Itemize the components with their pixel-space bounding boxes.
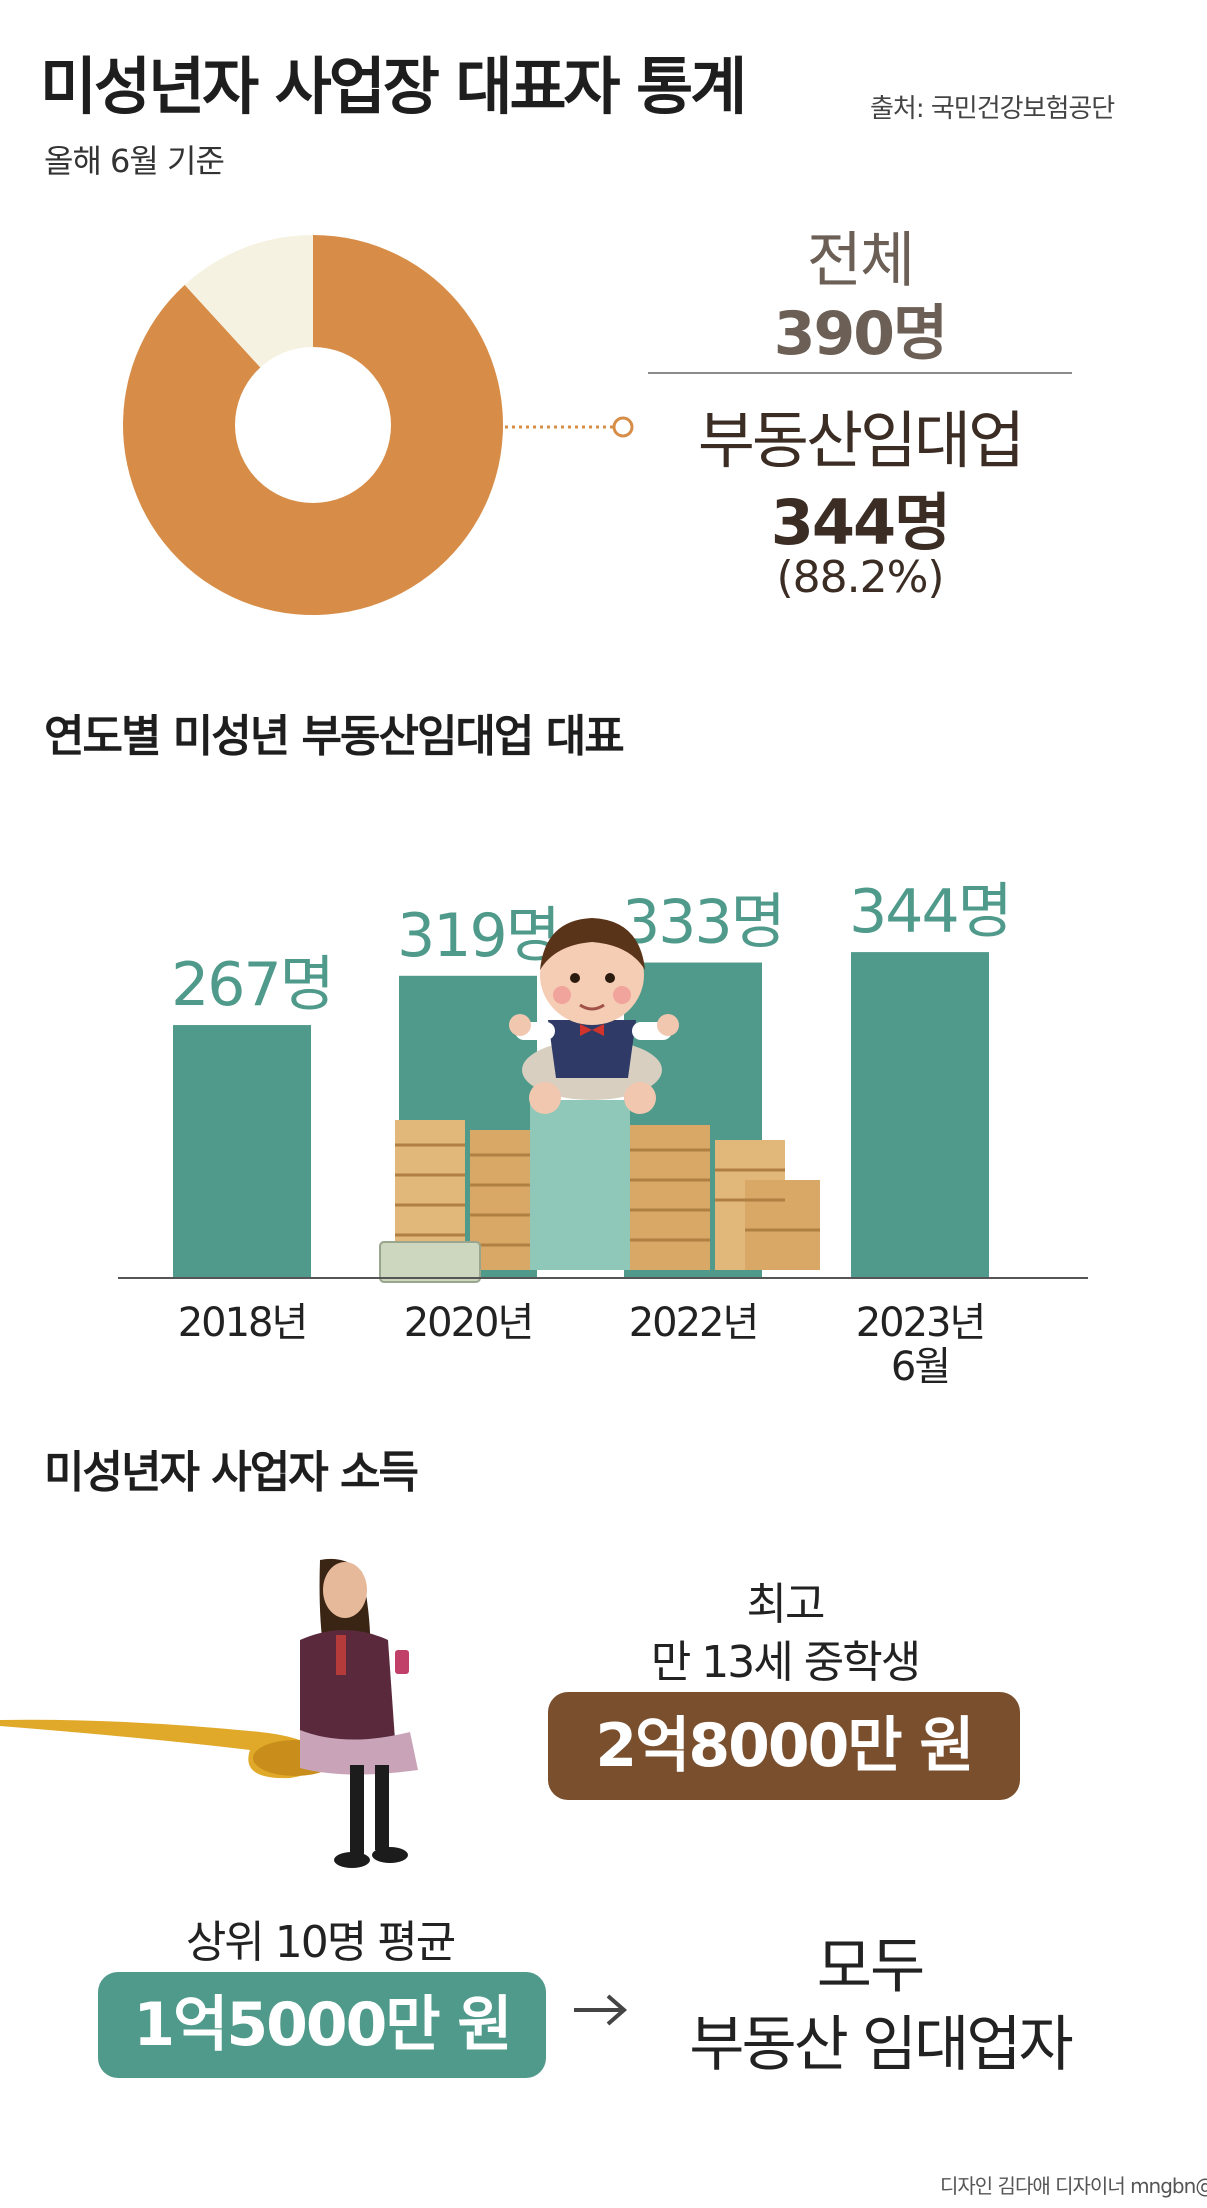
page-title: 미성년자 사업장 대표자 통계: [40, 50, 747, 123]
x-tick-label-0: 2018년: [178, 1300, 307, 1346]
design-credit: 디자인 김다애 디자이너 mngbn@: [940, 2174, 1207, 2198]
total-label: 전체: [806, 226, 915, 296]
bar-data-label-1: 319명: [397, 901, 559, 971]
summary-divider: [648, 372, 1072, 374]
bar-chart: 267명 319명 333명 344명: [118, 877, 1088, 1390]
connector-line: [505, 416, 634, 438]
child-on-money-illustration: [379, 918, 820, 1283]
top10-average-badge: 1억5000만 원: [98, 1972, 546, 2078]
bar-data-label-0: 267명: [171, 950, 333, 1020]
max-income-label: 최고: [746, 1579, 826, 1630]
rental-percent: (88.2%): [776, 552, 944, 603]
x-tick-label-1: 2020년: [404, 1300, 533, 1346]
top10-label: 상위 10명 평균: [185, 1917, 456, 1968]
donut-chart: [123, 235, 504, 615]
x-tick-label-3-line-0: 2023년: [856, 1300, 985, 1346]
bar-3: [851, 952, 989, 1278]
bar-data-label-2: 333명: [622, 888, 784, 958]
girl-on-spoon-illustration: [0, 1558, 418, 1868]
arrow-right-icon: [574, 1994, 628, 2026]
max-income-badge: 2억8000만 원: [548, 1692, 1020, 1800]
all-label: 모두: [816, 1932, 925, 2002]
rental-label: 부동산임대업: [697, 404, 1025, 477]
bar-0: [173, 1025, 311, 1278]
x-tick-label-3-line-1: 6월: [891, 1344, 949, 1390]
bar-data-label-3: 344명: [849, 877, 1011, 947]
total-value: 390명: [773, 299, 948, 369]
source-note: 출처: 국민건강보험공단: [870, 94, 1115, 124]
all-subject: 부동산 임대업자: [689, 2010, 1073, 2080]
page-subtitle: 올해 6월 기준: [44, 142, 225, 180]
donut-hole: [235, 347, 391, 503]
max-income-subject: 만 13세 중학생: [650, 1637, 921, 1688]
rental-value: 344명: [770, 486, 951, 559]
income-section-title: 미성년자 사업자 소득: [44, 1447, 419, 1498]
bar-chart-title: 연도별 미성년 부동산임대업 대표: [44, 711, 625, 762]
x-tick-label-2: 2022년: [629, 1300, 758, 1346]
